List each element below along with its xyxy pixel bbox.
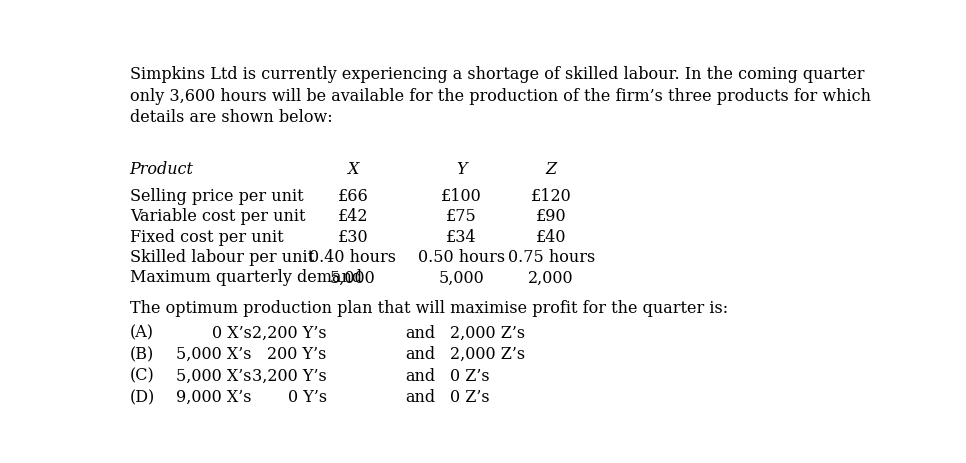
Text: £42: £42 xyxy=(337,208,368,225)
Text: 9,000 X’s: 9,000 X’s xyxy=(176,388,252,405)
Text: 5,000: 5,000 xyxy=(330,269,376,286)
Text: Simpkins Ltd is currently experiencing a shortage of skilled labour. In the comi: Simpkins Ltd is currently experiencing a… xyxy=(129,66,865,83)
Text: £100: £100 xyxy=(441,188,482,205)
Text: (A): (A) xyxy=(129,324,154,341)
Text: £40: £40 xyxy=(536,228,566,245)
Text: £34: £34 xyxy=(446,228,476,245)
Text: X: X xyxy=(347,161,358,178)
Text: The optimum production plan that will maximise profit for the quarter is:: The optimum production plan that will ma… xyxy=(129,299,727,316)
Text: Skilled labour per unit: Skilled labour per unit xyxy=(129,249,314,265)
Text: £66: £66 xyxy=(337,188,368,205)
Text: 0.75 hours: 0.75 hours xyxy=(507,249,595,265)
Text: Y: Y xyxy=(456,161,467,178)
Text: 3,200 Y’s: 3,200 Y’s xyxy=(252,367,327,384)
Text: and: and xyxy=(406,388,436,405)
Text: only 3,600 hours will be available for the production of the firm’s three produc: only 3,600 hours will be available for t… xyxy=(129,88,870,105)
Text: 0 Y’s: 0 Y’s xyxy=(288,388,327,405)
Text: £75: £75 xyxy=(446,208,477,225)
Text: £30: £30 xyxy=(337,228,368,245)
Text: 0 Z’s: 0 Z’s xyxy=(450,367,490,384)
Text: 2,000 Z’s: 2,000 Z’s xyxy=(450,324,526,341)
Text: and: and xyxy=(406,324,436,341)
Text: 5,000 X’s: 5,000 X’s xyxy=(176,367,252,384)
Text: Selling price per unit: Selling price per unit xyxy=(129,188,303,205)
Text: 0 Z’s: 0 Z’s xyxy=(450,388,490,405)
Text: 0 X’s: 0 X’s xyxy=(212,324,252,341)
Text: Variable cost per unit: Variable cost per unit xyxy=(129,208,305,225)
Text: 5,000: 5,000 xyxy=(439,269,484,286)
Text: 0.50 hours: 0.50 hours xyxy=(418,249,505,265)
Text: and: and xyxy=(406,345,436,363)
Text: 0.40 hours: 0.40 hours xyxy=(309,249,396,265)
Text: (B): (B) xyxy=(129,345,154,363)
Text: Product: Product xyxy=(129,161,193,178)
Text: Fixed cost per unit: Fixed cost per unit xyxy=(129,228,283,245)
Text: Z: Z xyxy=(546,161,556,178)
Text: £120: £120 xyxy=(531,188,572,205)
Text: Maximum quarterly demand: Maximum quarterly demand xyxy=(129,269,362,286)
Text: 2,200 Y’s: 2,200 Y’s xyxy=(252,324,327,341)
Text: details are shown below:: details are shown below: xyxy=(129,109,332,126)
Text: (C): (C) xyxy=(129,367,155,384)
Text: (D): (D) xyxy=(129,388,155,405)
Text: 2,000 Z’s: 2,000 Z’s xyxy=(450,345,526,363)
Text: £90: £90 xyxy=(536,208,566,225)
Text: 200 Y’s: 200 Y’s xyxy=(268,345,327,363)
Text: 5,000 X’s: 5,000 X’s xyxy=(176,345,252,363)
Text: and: and xyxy=(406,367,436,384)
Text: 2,000: 2,000 xyxy=(528,269,574,286)
